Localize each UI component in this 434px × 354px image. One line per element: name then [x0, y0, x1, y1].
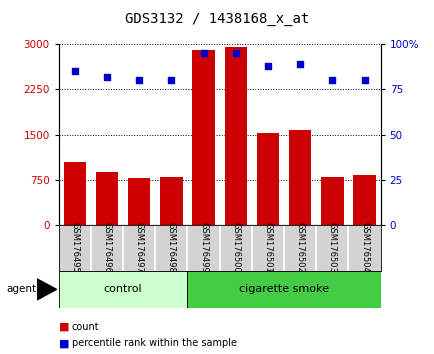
Bar [320, 177, 343, 225]
Bar [224, 47, 247, 225]
Text: GSM176499: GSM176499 [199, 222, 207, 273]
Point [360, 78, 367, 83]
Bar [63, 161, 86, 225]
Bar [187, 271, 380, 308]
Text: count: count [72, 322, 99, 332]
Text: GSM176497: GSM176497 [135, 222, 143, 273]
Point [103, 74, 110, 80]
Text: GSM176495: GSM176495 [70, 222, 79, 273]
Bar [256, 133, 279, 225]
Point [232, 50, 239, 56]
Text: GSM176502: GSM176502 [295, 222, 304, 273]
Bar [160, 177, 182, 225]
Text: agent: agent [7, 284, 36, 295]
Text: GSM176503: GSM176503 [327, 222, 336, 273]
Bar [95, 172, 118, 225]
Point [296, 61, 303, 67]
Text: cigarette smoke: cigarette smoke [239, 284, 328, 295]
Text: GSM176498: GSM176498 [167, 222, 175, 273]
Bar [192, 50, 214, 225]
Point [168, 78, 174, 83]
Polygon shape [37, 279, 56, 300]
Point [328, 78, 335, 83]
Point [71, 69, 78, 74]
Text: GSM176504: GSM176504 [359, 222, 368, 273]
Text: GSM176500: GSM176500 [231, 222, 240, 273]
Point [135, 78, 142, 83]
Text: GSM176496: GSM176496 [102, 222, 111, 273]
Text: ■: ■ [59, 322, 69, 332]
Text: GSM176501: GSM176501 [263, 222, 272, 273]
Text: percentile rank within the sample: percentile rank within the sample [72, 338, 236, 348]
Bar [288, 130, 311, 225]
Text: control: control [104, 284, 142, 295]
Point [200, 50, 207, 56]
Bar [352, 176, 375, 225]
Bar [59, 271, 187, 308]
Text: GDS3132 / 1438168_x_at: GDS3132 / 1438168_x_at [125, 12, 309, 27]
Point [264, 63, 271, 69]
Bar [128, 178, 150, 225]
Text: ■: ■ [59, 338, 69, 348]
